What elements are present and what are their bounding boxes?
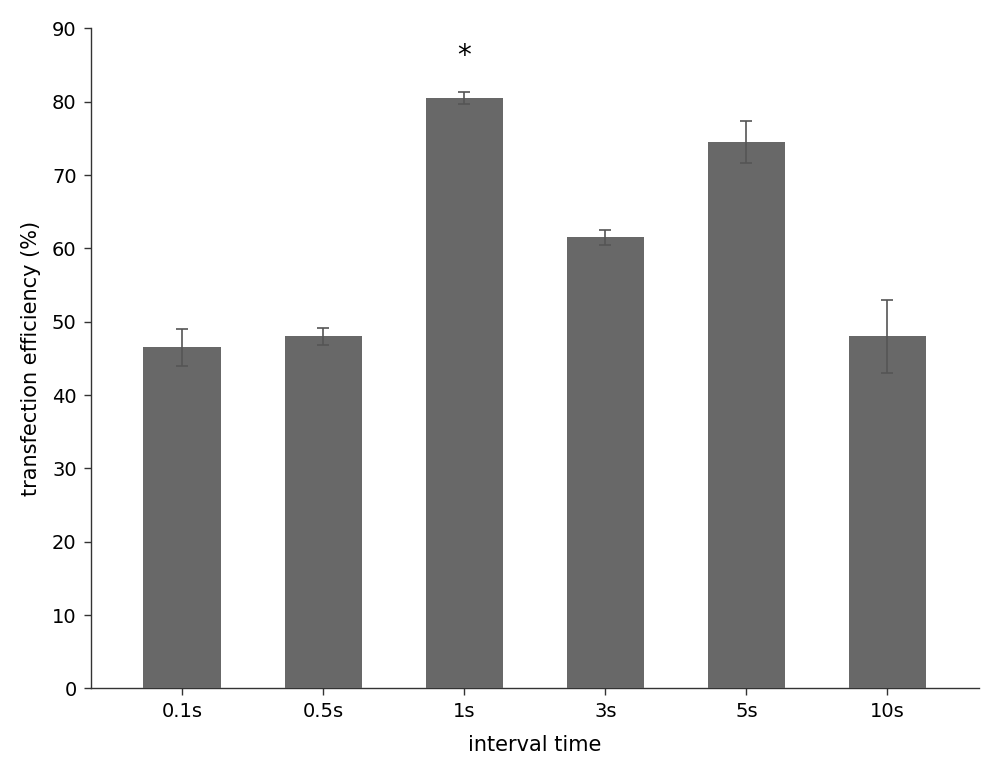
Bar bbox=[426, 98, 503, 688]
Bar bbox=[708, 142, 785, 688]
Bar bbox=[567, 237, 644, 688]
Text: *: * bbox=[457, 42, 471, 70]
Bar bbox=[849, 336, 926, 688]
Bar bbox=[285, 336, 362, 688]
X-axis label: interval time: interval time bbox=[468, 735, 602, 755]
Bar bbox=[143, 348, 221, 688]
Y-axis label: transfection efficiency (%): transfection efficiency (%) bbox=[21, 221, 41, 496]
